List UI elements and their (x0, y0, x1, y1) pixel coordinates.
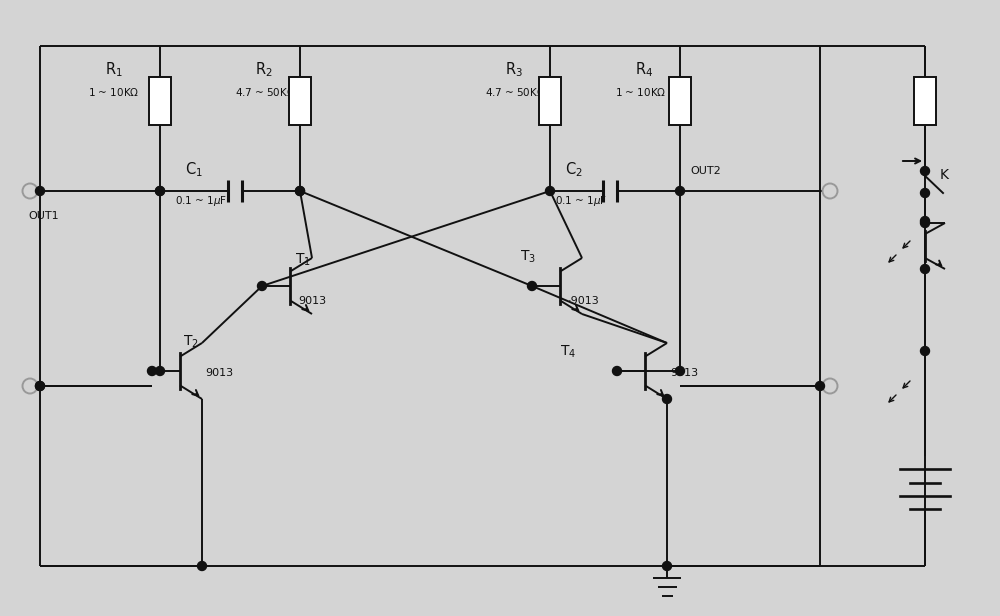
Circle shape (156, 187, 164, 195)
Circle shape (822, 378, 838, 394)
Text: T$_2$: T$_2$ (183, 334, 199, 351)
Bar (914, 77, 936, 125)
Circle shape (546, 187, 554, 195)
Text: R$_1$: R$_1$ (105, 60, 123, 79)
Circle shape (156, 187, 164, 195)
Text: 4.7 ~ 50K$\Omega$: 4.7 ~ 50K$\Omega$ (485, 86, 545, 98)
Text: T$_1$: T$_1$ (295, 252, 311, 269)
Circle shape (258, 282, 266, 291)
Text: 9013: 9013 (298, 296, 326, 306)
Circle shape (920, 166, 930, 176)
Circle shape (36, 381, 44, 391)
Circle shape (528, 282, 536, 291)
Circle shape (296, 187, 304, 195)
Text: K: K (940, 168, 949, 182)
Circle shape (198, 562, 207, 570)
Text: 9013: 9013 (670, 368, 698, 378)
Bar (669, 77, 691, 125)
Circle shape (22, 378, 38, 394)
Circle shape (920, 216, 930, 225)
Text: 9013: 9013 (205, 368, 233, 378)
Text: 1 ~ 10K$\Omega$: 1 ~ 10K$\Omega$ (88, 86, 139, 98)
Circle shape (662, 562, 672, 570)
Text: C$_1$: C$_1$ (185, 160, 203, 179)
Circle shape (296, 187, 304, 195)
Text: T$_4$: T$_4$ (560, 344, 576, 360)
Circle shape (920, 219, 930, 227)
Circle shape (36, 381, 44, 391)
Circle shape (36, 187, 44, 195)
Circle shape (920, 346, 930, 355)
Text: OUT1: OUT1 (28, 211, 59, 221)
Circle shape (612, 367, 622, 376)
Circle shape (662, 394, 672, 403)
Circle shape (156, 367, 164, 376)
Text: R$_4$: R$_4$ (635, 60, 653, 79)
Bar (539, 77, 561, 125)
Text: ·9013: ·9013 (568, 296, 600, 306)
Text: T$_3$: T$_3$ (520, 249, 536, 265)
Bar (289, 77, 311, 125)
Text: 1 ~ 10K$\Omega$: 1 ~ 10K$\Omega$ (615, 86, 666, 98)
Text: OUT2: OUT2 (690, 166, 721, 176)
Circle shape (676, 367, 684, 376)
Circle shape (822, 184, 838, 198)
Circle shape (676, 187, 684, 195)
Text: 0.1 ~ 1$\mu$F: 0.1 ~ 1$\mu$F (175, 194, 227, 208)
Circle shape (816, 381, 824, 391)
Text: 0.1 ~ 1$\mu$F: 0.1 ~ 1$\mu$F (555, 194, 607, 208)
Text: 4.7 ~ 50K$\Omega$: 4.7 ~ 50K$\Omega$ (235, 86, 295, 98)
Circle shape (920, 264, 930, 274)
Circle shape (22, 184, 38, 198)
Text: R$_2$: R$_2$ (255, 60, 273, 79)
Text: C$_2$: C$_2$ (565, 160, 583, 179)
Circle shape (920, 188, 930, 198)
Circle shape (148, 367, 156, 376)
Bar (149, 77, 171, 125)
Text: R$_3$: R$_3$ (505, 60, 523, 79)
